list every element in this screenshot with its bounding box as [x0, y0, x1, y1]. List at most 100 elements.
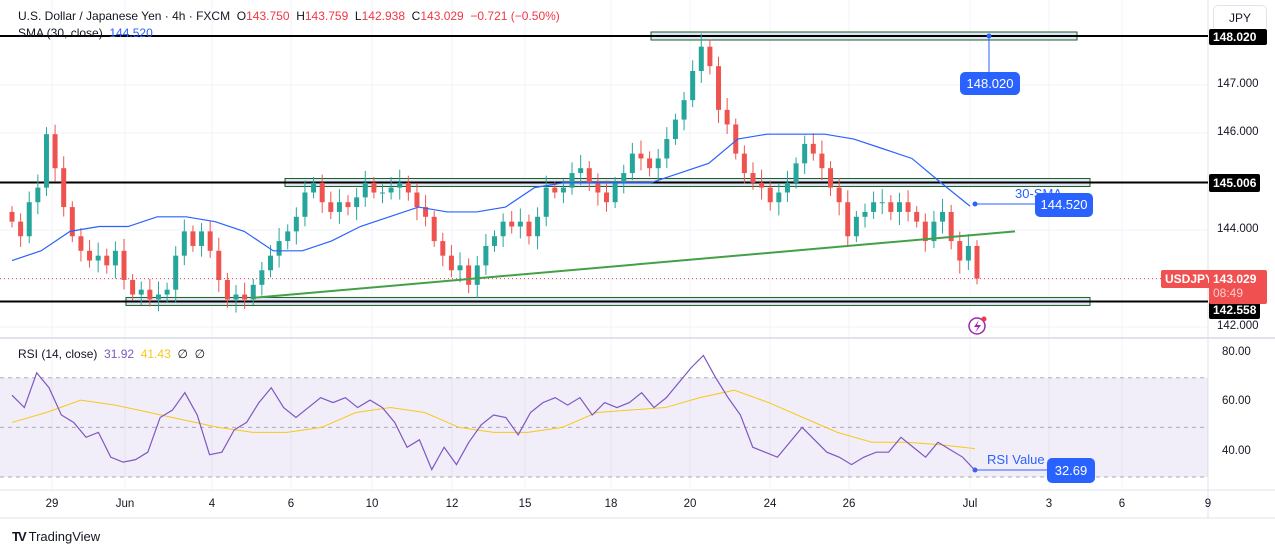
candle-down: [52, 134, 58, 169]
candle-down: [595, 182, 601, 193]
candle-up: [173, 255, 179, 290]
candle-down: [423, 207, 429, 217]
trendline: [251, 230, 1016, 299]
candle-down: [948, 211, 954, 242]
tradingview-logo[interactable]: TV TradingView: [12, 529, 100, 544]
candle-down: [190, 231, 196, 246]
candle-down: [552, 187, 558, 193]
candle-down: [414, 192, 420, 208]
time-tick: 9: [1204, 498, 1212, 510]
high-callout[interactable]: 148.020: [960, 72, 1020, 95]
candle-down: [819, 153, 825, 169]
candle-down: [61, 168, 67, 208]
level-tag-142: 142.558: [1209, 301, 1261, 319]
candle-down: [759, 182, 765, 188]
sma-legend[interactable]: SMA (30, close) 144.520: [18, 26, 153, 40]
candle-up: [629, 153, 635, 174]
candle-up: [569, 173, 575, 188]
candle-down: [78, 236, 84, 251]
candle-up: [672, 119, 678, 140]
candle-down: [716, 66, 722, 110]
candle-down: [638, 153, 644, 159]
candle-up: [664, 139, 670, 159]
currency-button[interactable]: JPY: [1213, 5, 1267, 31]
time-tick: 18: [604, 498, 618, 510]
candle-up: [655, 158, 661, 169]
candle-up: [871, 202, 877, 212]
candle-down: [509, 221, 515, 227]
candle-up: [336, 202, 342, 212]
candle-down: [69, 207, 75, 237]
candle-up: [690, 70, 696, 101]
high-value: 143.759: [304, 9, 349, 23]
rsi-callout[interactable]: 32.69: [1047, 458, 1095, 483]
open-label: O: [236, 9, 247, 23]
candle-up: [793, 163, 799, 183]
time-tick: 4: [208, 498, 216, 510]
candle-up: [354, 197, 360, 208]
last-price-tag: 143.029 08:49: [1209, 270, 1267, 304]
candle-down: [319, 182, 325, 203]
candle-down: [750, 173, 756, 183]
candle-down: [914, 211, 920, 222]
high-label: H: [296, 9, 305, 23]
symbol-title[interactable]: U.S. Dollar / Japanese Yen · 4h · FXCM: [18, 9, 231, 23]
candle-up: [293, 216, 299, 232]
candle-up: [457, 265, 463, 271]
close-value: 143.029: [420, 9, 464, 23]
candle-up: [233, 294, 239, 300]
candle-up: [500, 221, 506, 237]
candle-down: [87, 250, 93, 261]
candle-down: [836, 187, 842, 203]
candle-down: [845, 202, 851, 237]
candle-up: [362, 182, 368, 198]
lightning-icon: [968, 317, 986, 335]
candle-down: [121, 250, 127, 280]
time-tick: 15: [518, 498, 532, 510]
candle-down: [586, 168, 592, 183]
low-value: 142.938: [361, 9, 405, 23]
rsi-annotation-text[interactable]: RSI Value: [987, 452, 1045, 467]
candle-up: [379, 192, 385, 194]
candle-up: [26, 202, 32, 237]
lightning-icon: [974, 320, 981, 333]
candle-down: [647, 158, 653, 169]
candle-down: [9, 211, 15, 222]
candle-down: [371, 182, 377, 193]
candle-down: [405, 182, 411, 193]
candle-up: [560, 187, 566, 193]
rsi-ma-value: 41.43: [140, 347, 171, 361]
callout-anchor: [986, 33, 992, 39]
candle-up: [164, 289, 170, 295]
candle-up: [112, 250, 118, 266]
candle-up: [543, 187, 549, 217]
time-tick: Jul: [962, 498, 978, 510]
rsi-label: RSI (14, close): [18, 347, 98, 361]
candle-down: [767, 187, 773, 203]
candle-up: [267, 255, 273, 271]
time-tick: 26: [842, 498, 856, 510]
rsi-legend[interactable]: RSI (14, close) 31.92 41.43 ∅ ∅: [18, 347, 205, 361]
candle-up: [578, 168, 584, 174]
rsi-value: 31.92: [104, 347, 135, 361]
close-label: C: [411, 9, 421, 23]
candle-down: [130, 279, 136, 295]
sma-line: [11, 133, 971, 262]
time-tick: 6: [1118, 498, 1126, 510]
candle-down: [526, 221, 532, 237]
candle-down: [733, 124, 739, 154]
sma-callout[interactable]: 144.520: [1035, 193, 1093, 217]
candle-up: [397, 182, 403, 188]
candle-down: [224, 279, 230, 300]
candle-down: [604, 192, 610, 203]
candle-up: [388, 187, 394, 193]
rsi-line: [11, 354, 976, 471]
candle-down: [104, 255, 110, 266]
brand-name: TradingView: [28, 529, 101, 544]
candle-down: [957, 241, 963, 261]
candle-up: [535, 216, 541, 237]
candle-up: [285, 231, 291, 242]
candle-up: [181, 231, 187, 256]
candle-down: [888, 202, 894, 212]
